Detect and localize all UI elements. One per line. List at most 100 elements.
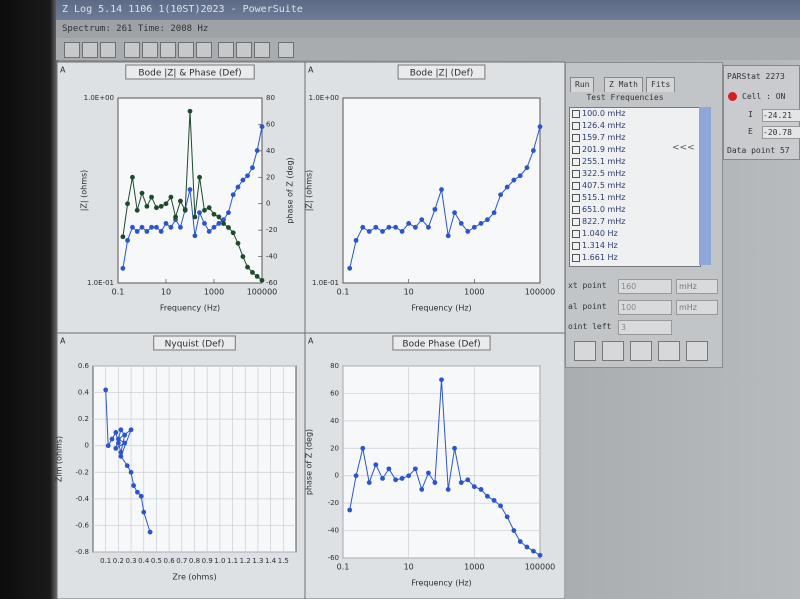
data-point bbox=[192, 233, 198, 239]
frequency-item[interactable]: 1.040 Hz bbox=[570, 228, 700, 240]
tool-button[interactable] bbox=[64, 42, 80, 58]
data-point bbox=[465, 229, 471, 234]
tool-button[interactable] bbox=[160, 42, 176, 58]
skip-button[interactable] bbox=[658, 341, 680, 361]
tool-button[interactable] bbox=[236, 42, 252, 58]
data-point bbox=[360, 445, 366, 451]
data-point bbox=[118, 453, 124, 459]
play-button[interactable] bbox=[574, 341, 596, 361]
data-point bbox=[399, 229, 405, 234]
data-point bbox=[458, 480, 464, 485]
field-value[interactable]: 100 bbox=[618, 300, 672, 315]
frequency-item[interactable]: 407.5 mHz bbox=[570, 180, 700, 192]
frequency-item[interactable]: 159.7 mHz bbox=[570, 132, 700, 144]
data-point bbox=[511, 177, 517, 183]
tool-button[interactable] bbox=[124, 42, 140, 58]
data-point bbox=[353, 237, 359, 243]
tab[interactable]: Fits bbox=[646, 77, 676, 92]
collapse-button[interactable]: <<< bbox=[672, 143, 695, 153]
tool-button[interactable] bbox=[100, 42, 116, 58]
chart-title: Bode |Z| (Def) bbox=[410, 69, 474, 79]
x-tick-label: 1000 bbox=[464, 288, 484, 297]
tool-button[interactable] bbox=[142, 42, 158, 58]
data-point bbox=[187, 108, 193, 114]
reset-button[interactable] bbox=[686, 341, 708, 361]
data-point bbox=[347, 507, 353, 513]
tool-button[interactable] bbox=[254, 42, 270, 58]
data-point bbox=[432, 480, 438, 485]
data-point bbox=[380, 229, 385, 234]
title-button[interactable] bbox=[397, 64, 486, 80]
x-tick-label: 100000 bbox=[525, 563, 556, 572]
title-button[interactable] bbox=[125, 64, 255, 80]
y-tick-label: 0 bbox=[335, 472, 339, 480]
frequency-item[interactable]: 651.0 mHz bbox=[570, 204, 700, 216]
tool-button[interactable] bbox=[218, 42, 234, 58]
frequency-item[interactable]: 255.1 mHz bbox=[570, 156, 700, 168]
frequency-item[interactable]: 100.0 mHz bbox=[570, 108, 700, 120]
data-point bbox=[471, 224, 477, 230]
frequency-list[interactable]: 100.0 mHz 126.4 mHz 159.7 mHz 201.9 mHz 255.… bbox=[569, 107, 701, 267]
data-point bbox=[366, 229, 372, 234]
y2-tick-label: 0 bbox=[266, 200, 270, 208]
field-value[interactable]: 160 bbox=[618, 279, 672, 294]
title-button[interactable] bbox=[153, 335, 236, 351]
x-tick-label: 1.0 bbox=[214, 557, 225, 565]
tool-button[interactable] bbox=[178, 42, 194, 58]
side-panel: Run Z Math Fits Test Frequencies 100.0 m… bbox=[565, 62, 723, 368]
data-point bbox=[144, 203, 150, 209]
data-point bbox=[524, 165, 530, 171]
x-tick-label: 10 bbox=[404, 563, 414, 572]
data-point bbox=[128, 469, 134, 475]
frequency-item[interactable]: 1.661 Hz bbox=[570, 252, 700, 264]
x-tick-label: 100000 bbox=[525, 288, 556, 297]
frequency-item[interactable]: 822.7 mHz bbox=[570, 216, 700, 228]
tool-button[interactable] bbox=[196, 42, 212, 58]
data-point bbox=[240, 177, 246, 183]
y-tick-label: -40 bbox=[328, 527, 339, 535]
pause-button[interactable] bbox=[630, 341, 652, 361]
data-point bbox=[149, 224, 154, 230]
data-point bbox=[245, 173, 250, 179]
data-point bbox=[478, 487, 484, 492]
frequency-item[interactable]: 515.1 mHz bbox=[570, 192, 700, 204]
field-unit[interactable]: mHz bbox=[676, 279, 718, 294]
data-point bbox=[235, 240, 241, 246]
instrument: PARStat 2273 bbox=[727, 72, 785, 81]
data-point bbox=[115, 440, 121, 446]
data-point bbox=[103, 387, 109, 393]
x-tick-label: 0.3 bbox=[125, 557, 136, 565]
data-point bbox=[412, 466, 418, 472]
x-tick-label: 1.1 bbox=[227, 557, 238, 565]
scrollbar[interactable] bbox=[699, 107, 711, 265]
data-point bbox=[134, 229, 140, 234]
y-tick-label: -60 bbox=[328, 554, 339, 562]
data-point bbox=[484, 217, 490, 223]
tab[interactable]: Run bbox=[570, 77, 595, 92]
frequency-item[interactable]: 126.4 mHz bbox=[570, 120, 700, 132]
x-tick-label: 0.5 bbox=[151, 557, 162, 565]
data-point bbox=[226, 225, 231, 230]
tab[interactable]: Z Math bbox=[604, 77, 643, 92]
plot-area bbox=[342, 365, 541, 559]
frequency-item[interactable]: 201.9 mHz bbox=[570, 144, 700, 156]
title-button[interactable] bbox=[392, 335, 491, 351]
y2-tick-label: -40 bbox=[266, 253, 277, 261]
data-point bbox=[386, 224, 392, 230]
frequency-item[interactable]: 1.314 Hz bbox=[570, 240, 700, 252]
y2-axis-label: phase of Z (deg) bbox=[286, 157, 295, 223]
x-tick-label: 0.9 bbox=[202, 557, 213, 565]
data-point bbox=[122, 432, 128, 438]
tool-button[interactable] bbox=[278, 42, 294, 58]
data-point bbox=[149, 194, 154, 200]
tool-button[interactable] bbox=[82, 42, 98, 58]
frequency-item[interactable]: 322.5 mHz bbox=[570, 168, 700, 180]
data-point bbox=[118, 449, 124, 455]
data-point bbox=[517, 173, 523, 179]
data-point bbox=[478, 220, 484, 226]
field-unit[interactable]: mHz bbox=[676, 300, 718, 315]
stop-button[interactable] bbox=[602, 341, 624, 361]
data-point bbox=[202, 220, 207, 226]
field-value[interactable]: 3 bbox=[618, 320, 672, 335]
y-axis-label: |Z| (ohms) bbox=[305, 170, 314, 212]
